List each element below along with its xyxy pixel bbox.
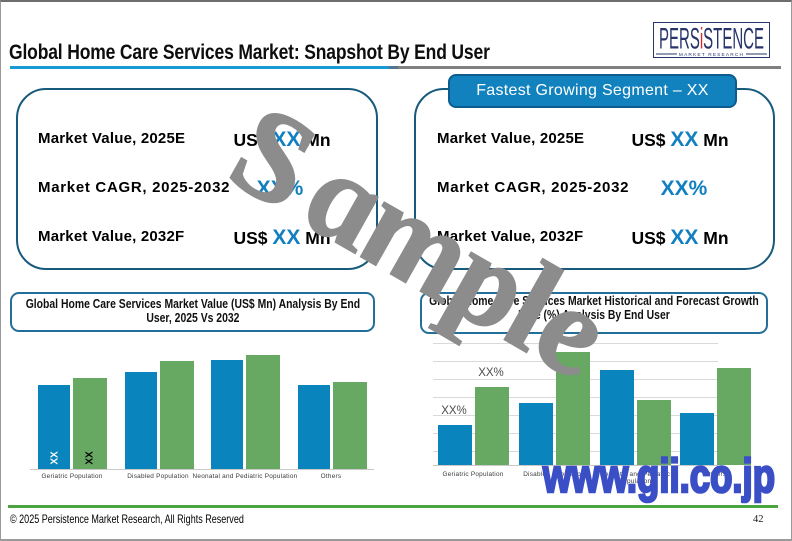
svg-text:PERSiSTENCE: PERSiSTENCE [659, 23, 764, 56]
svg-text:MARKET RESEARCH: MARKET RESEARCH [679, 52, 744, 58]
svg-text:www.gii.co.jp: www.gii.co.jp [542, 450, 775, 502]
